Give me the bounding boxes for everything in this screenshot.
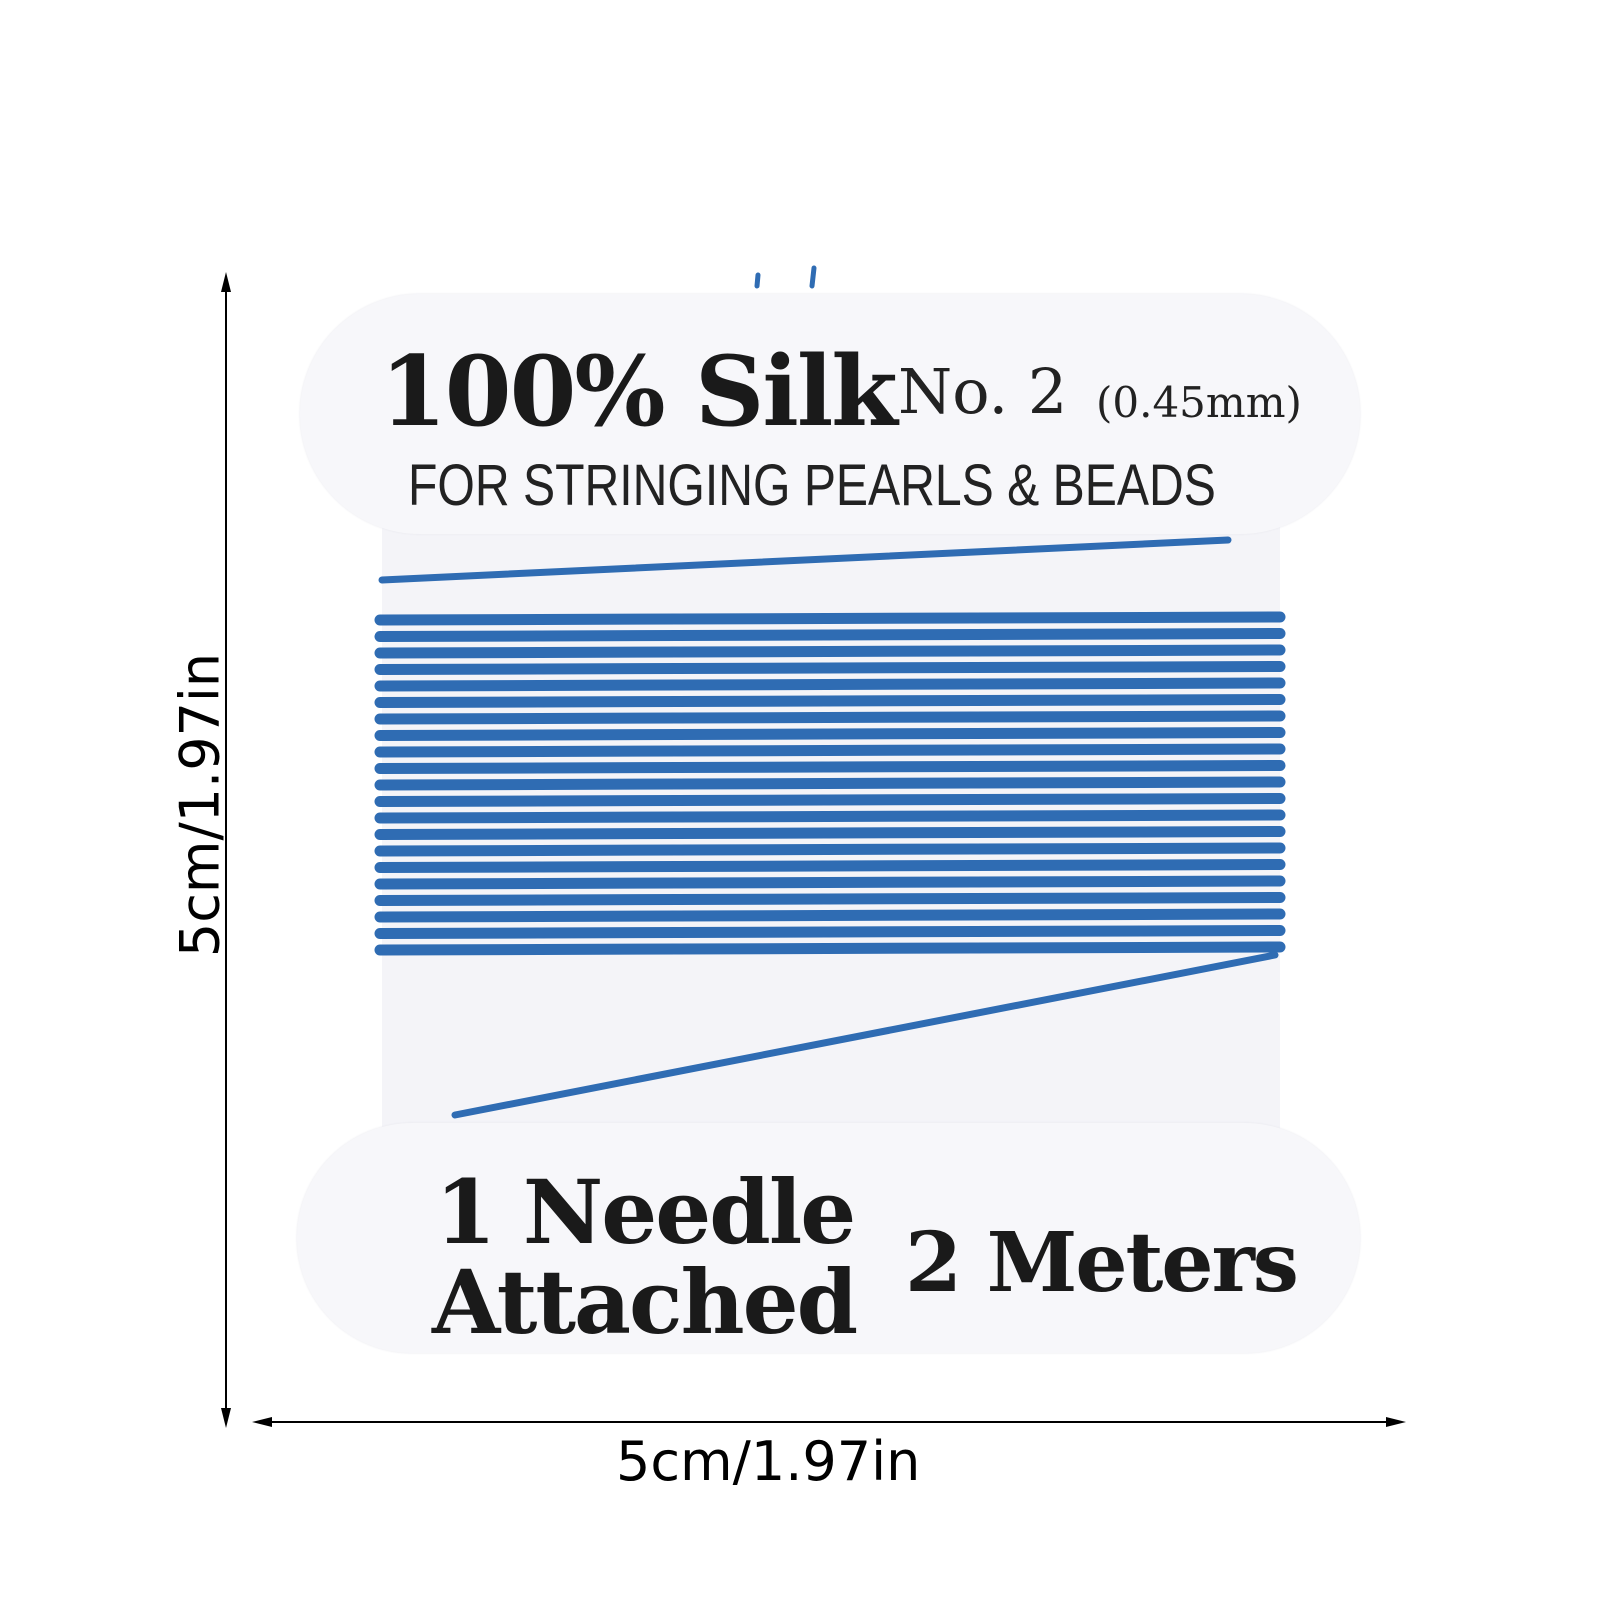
height-label: 5cm/1.97in [168, 652, 232, 958]
length-label: 2 Meters [905, 1215, 1299, 1311]
thread-strand [374, 727, 1286, 741]
thread-strand [374, 875, 1286, 890]
subtitle: FOR STRINGING PEARLS & BEADS [408, 453, 1216, 518]
thread-strand [374, 892, 1286, 906]
thread-strand [374, 859, 1286, 873]
thread-strand [374, 842, 1286, 857]
size-label: No. 2 [898, 355, 1068, 428]
thread-strand [374, 661, 1286, 675]
thread-strand [374, 941, 1286, 956]
thread-end [754, 272, 761, 289]
thread-strand [374, 694, 1286, 708]
thread-strand-top [378, 536, 1232, 584]
thread-strand [374, 611, 1286, 626]
title: 100% Silk [380, 335, 898, 448]
width-label: 5cm/1.97in [616, 1430, 921, 1493]
thread-strand [374, 826, 1286, 840]
card-bottom-tab [297, 1123, 1360, 1353]
needle-line-2: Attached [432, 1250, 858, 1354]
arrow-head-right [1386, 1417, 1406, 1427]
thread-strand [374, 793, 1286, 807]
thread-strand-bottom [451, 951, 1279, 1119]
thread-strand [374, 776, 1286, 791]
arrow-head-left [252, 1417, 272, 1427]
diameter: (0.45mm) [1096, 378, 1302, 427]
arrow-head-up [221, 272, 231, 292]
thread-strand [374, 677, 1286, 692]
thread-strand [374, 743, 1286, 758]
thread-end [809, 265, 817, 289]
thread-strand [374, 925, 1286, 939]
thread-strand [374, 644, 1286, 659]
arrow-head-down [221, 1408, 231, 1428]
needle-line-1: 1 Needle [435, 1160, 856, 1264]
thread-strand [374, 710, 1286, 725]
card-top-tab [300, 294, 1360, 534]
thread-strand [374, 628, 1286, 642]
thread-strand [374, 809, 1286, 824]
thread-strand [374, 908, 1286, 923]
thread-strand [374, 760, 1286, 774]
